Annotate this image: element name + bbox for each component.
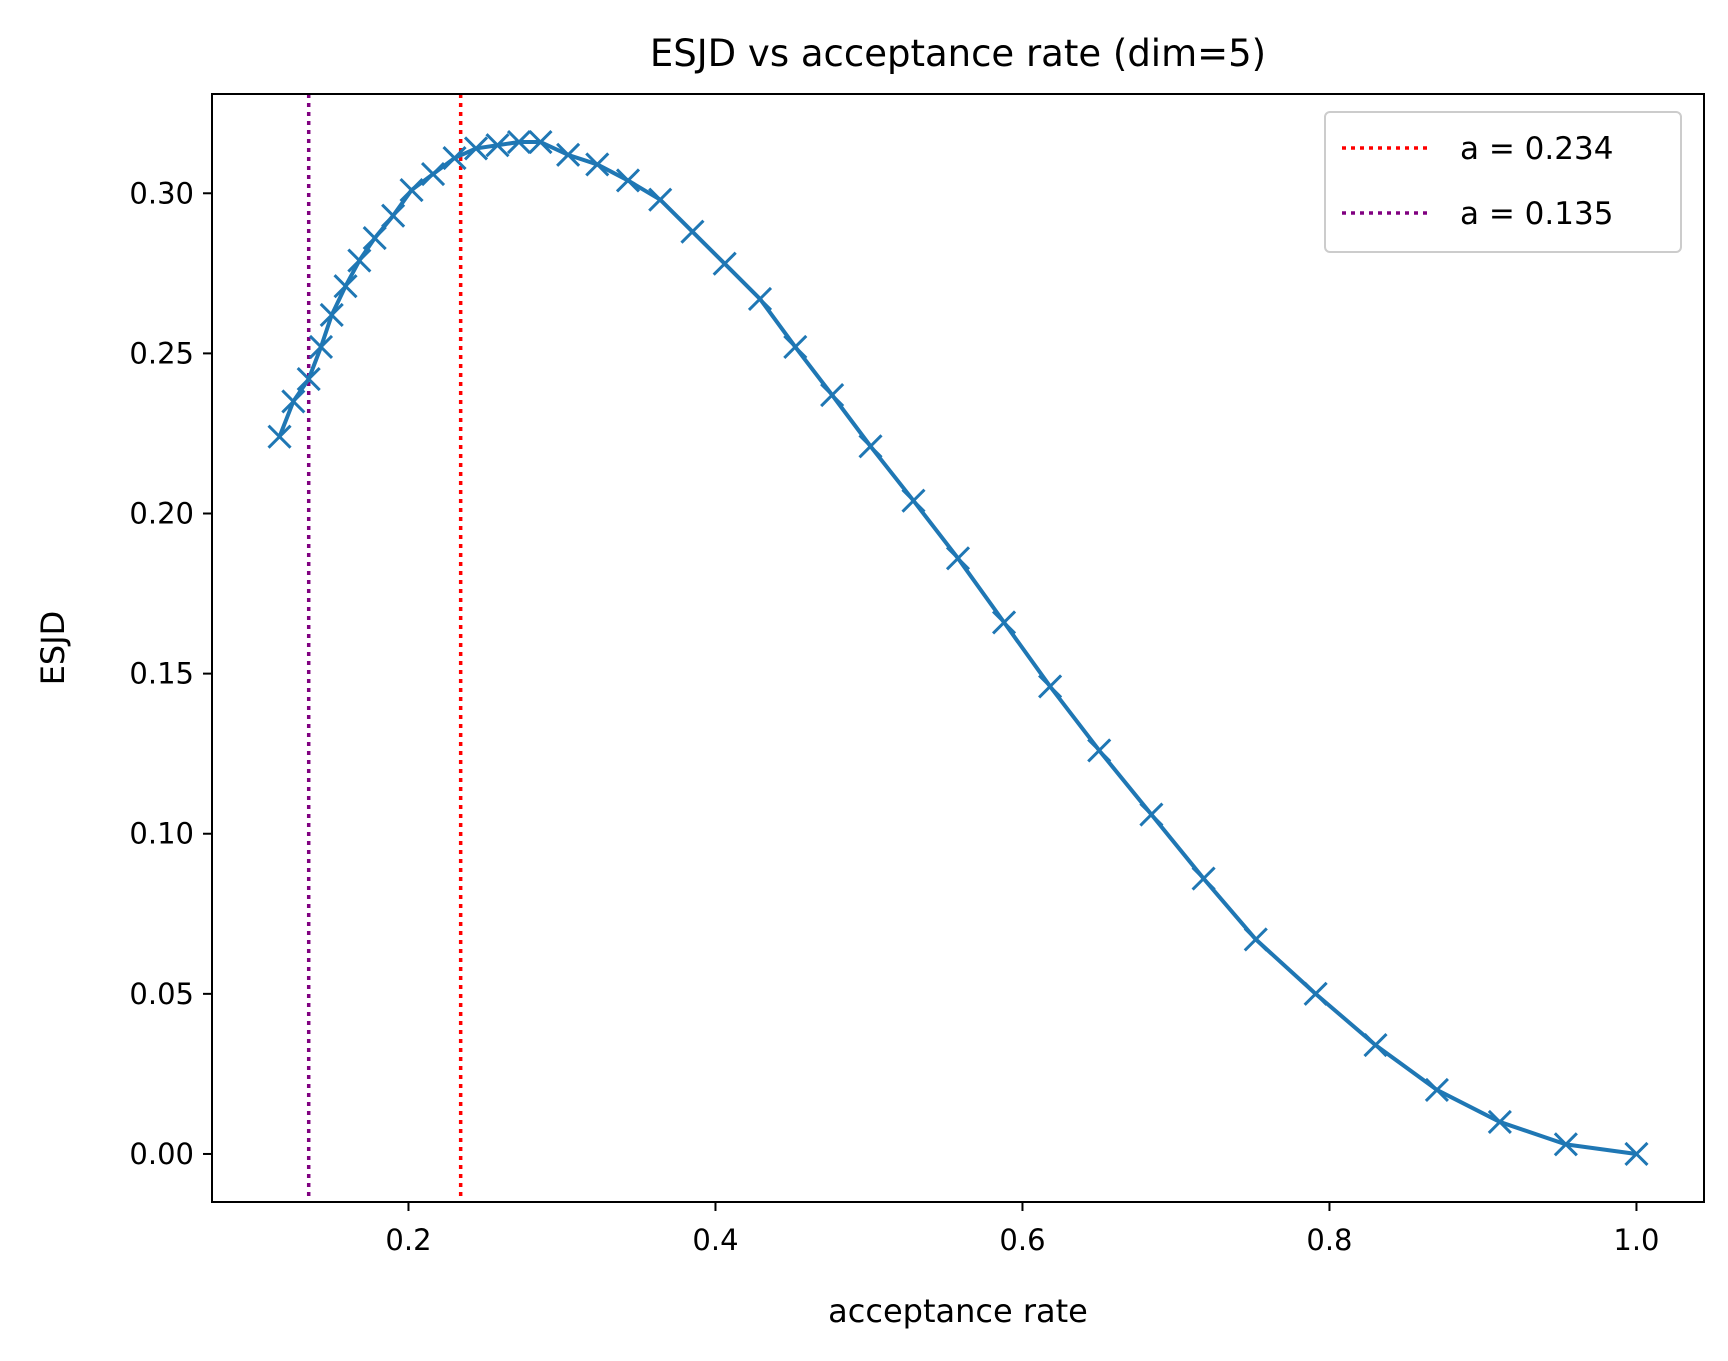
x-tick-label: 1.0 [1613, 1223, 1659, 1257]
y-tick-label: 0.20 [129, 497, 194, 531]
data-point-marker [362, 226, 387, 251]
data-point-marker [1624, 1141, 1649, 1167]
data-point-marker [296, 366, 321, 392]
data-point-marker [1087, 738, 1112, 763]
data-point-marker [783, 334, 808, 360]
data-point-marker [1038, 674, 1063, 699]
data-point-marker [1243, 927, 1268, 952]
data-point-marker [991, 610, 1017, 635]
data-point-marker [585, 152, 610, 177]
data-point-marker [506, 129, 532, 155]
axes-frame [211, 93, 1705, 1203]
data-point-marker [615, 168, 641, 193]
data-point-marker [399, 178, 424, 203]
legend-entry-a-0135: a = 0.135 [1460, 196, 1613, 232]
data-point-marker [381, 203, 406, 228]
y-tick-label: 0.25 [129, 336, 194, 370]
data-point-marker [319, 302, 344, 328]
chart-title: ESJD vs acceptance rate (dim=5) [650, 32, 1266, 75]
x-tick-label: 0.2 [385, 1223, 431, 1257]
x-tick-label: 0.6 [999, 1223, 1045, 1257]
data-point-marker [528, 129, 553, 155]
data-point-marker [1363, 1033, 1388, 1058]
data-point-marker [648, 187, 673, 212]
data-point-marker [308, 334, 334, 360]
legend-entry-a-0234: a = 0.234 [1460, 131, 1613, 167]
y-tick-label: 0.05 [129, 977, 194, 1011]
data-point-marker [1487, 1109, 1512, 1135]
x-axis-label: acceptance rate [828, 1292, 1088, 1330]
x-tick-label: 0.4 [692, 1223, 738, 1257]
data-point-marker [463, 136, 489, 161]
axes-ticks: 0.2 0.4 0.6 0.8 1.0 0.00 0.05 0.10 0.15 0.20 0.25 0… [129, 176, 1659, 1257]
data-point-marker [347, 248, 372, 273]
plot-area [267, 94, 1649, 1202]
data-point-marker [747, 286, 773, 312]
data-point-marker [901, 488, 926, 513]
series-0-line [277, 140, 1639, 1156]
data-point-marker [858, 434, 883, 459]
data-point-marker [1303, 981, 1328, 1006]
data-point-marker [680, 219, 705, 244]
data-point-marker [281, 389, 306, 414]
data-point-marker [442, 145, 467, 171]
y-tick-label: 0.15 [129, 657, 194, 691]
legend: a = 0.234 a = 0.135 [1324, 111, 1682, 253]
data-point-marker [712, 251, 737, 276]
data-point-marker [1191, 866, 1216, 891]
data-point-marker [1553, 1132, 1578, 1157]
x-tick-label: 0.8 [1306, 1223, 1352, 1257]
y-tick-label: 0.10 [129, 817, 194, 851]
data-point-marker [267, 424, 292, 449]
data-point-marker [820, 382, 845, 408]
data-point-marker [485, 133, 510, 158]
y-tick-label: 0.30 [129, 176, 194, 210]
data-point-marker [1424, 1077, 1449, 1102]
data-point-marker [556, 142, 581, 167]
data-point-marker [333, 274, 358, 299]
data-point-marker [1139, 802, 1164, 827]
data-point-marker [945, 546, 971, 571]
y-tick-label: 0.00 [129, 1137, 194, 1171]
data-point-marker [420, 161, 446, 187]
y-axis-label: ESJD [34, 611, 72, 686]
